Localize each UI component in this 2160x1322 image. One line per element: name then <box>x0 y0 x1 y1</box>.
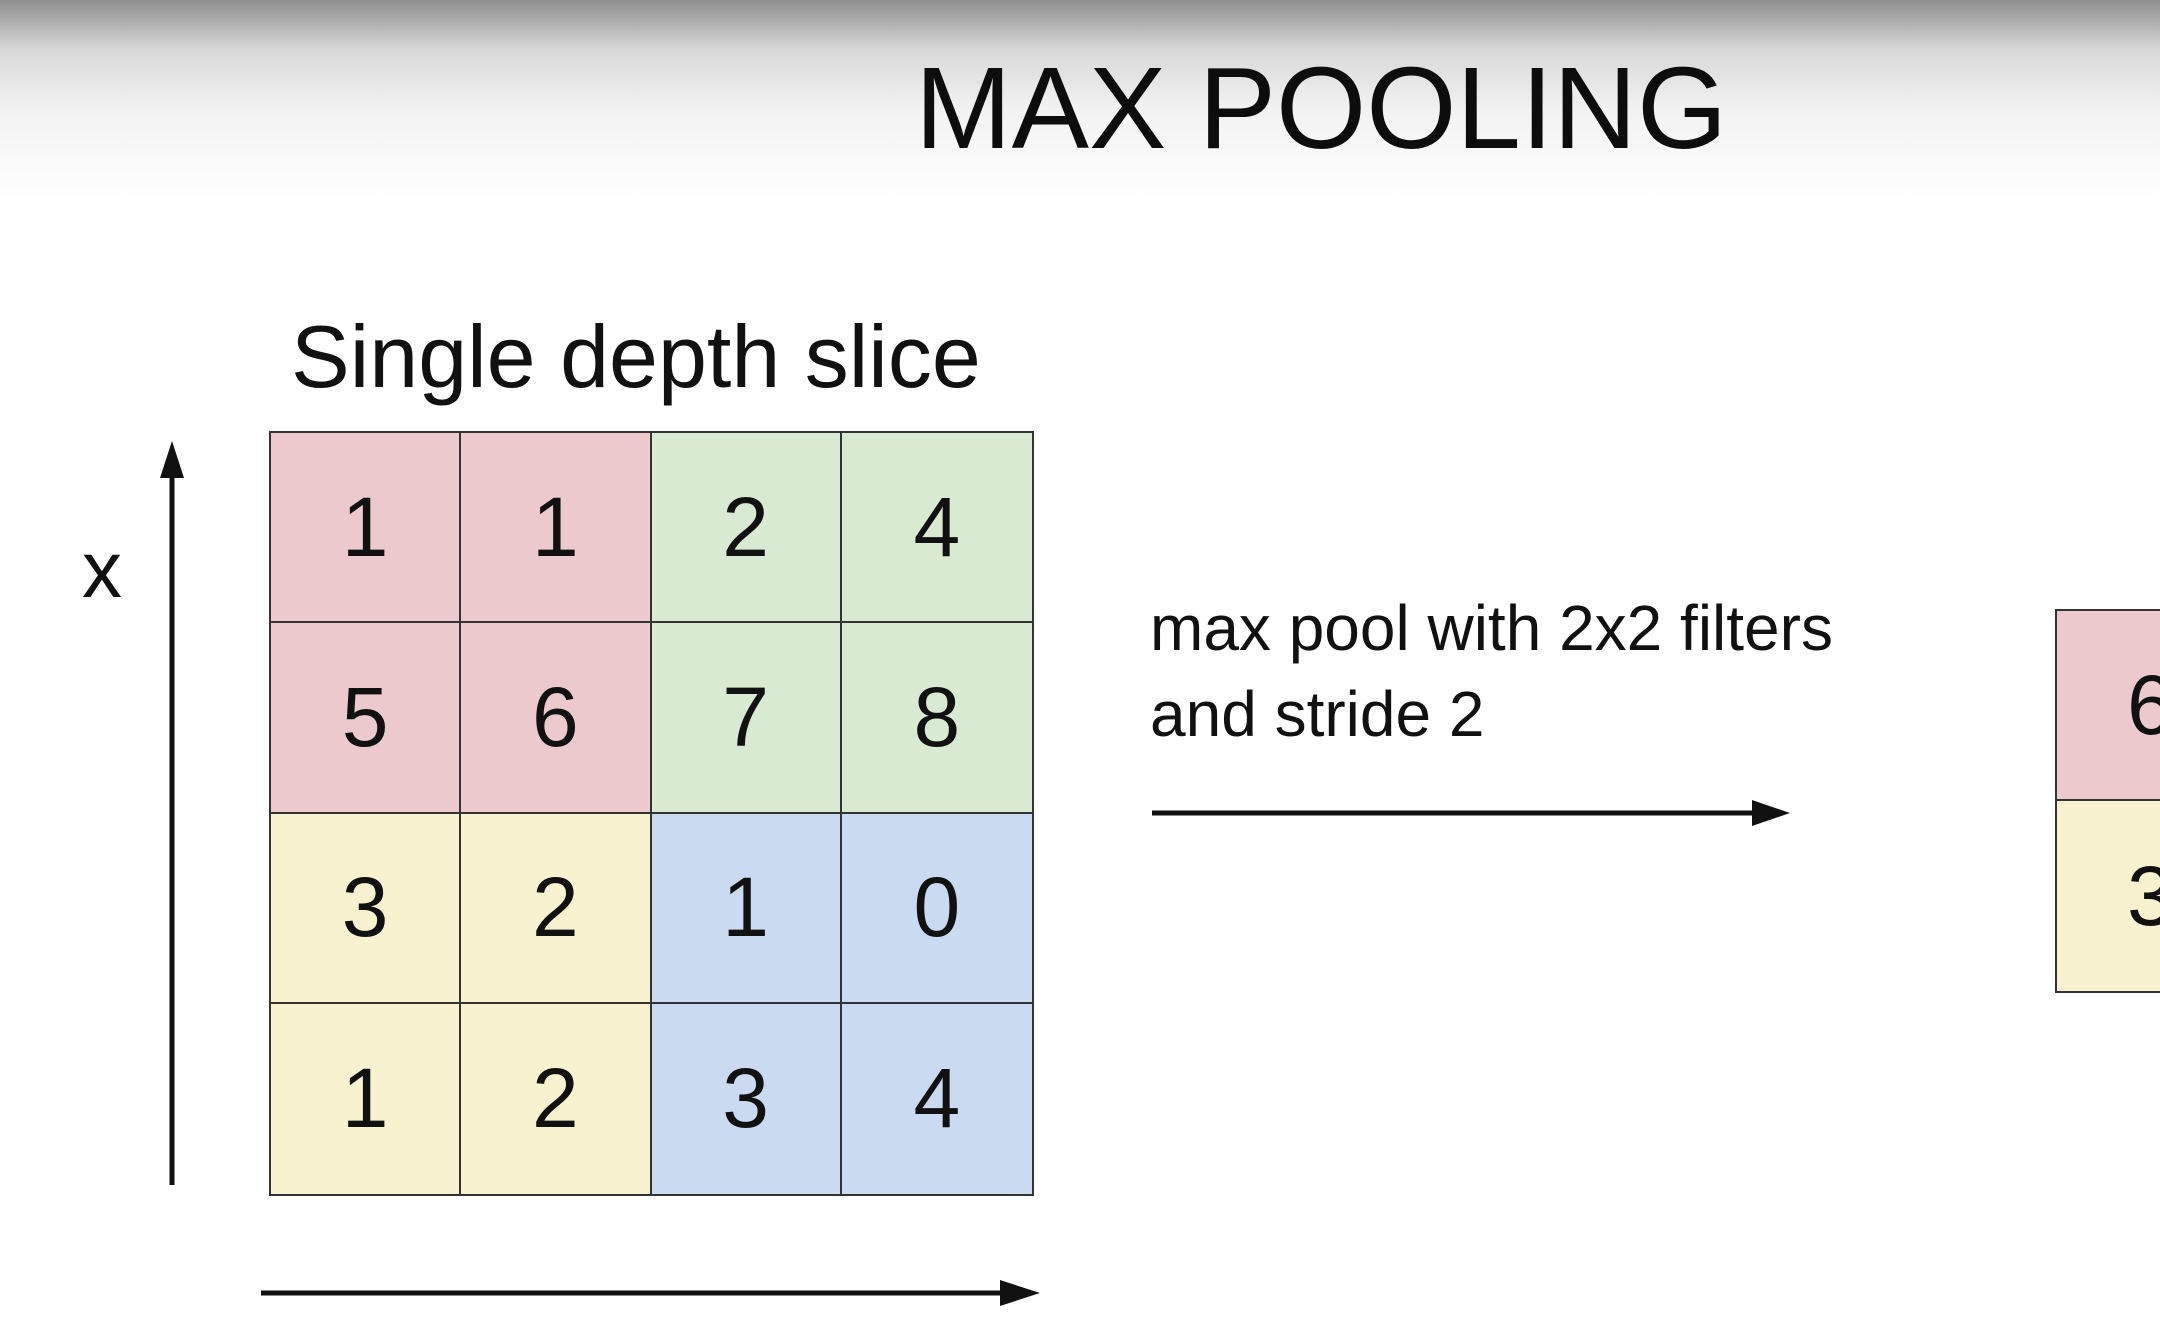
horizontal-axis-arrow <box>261 1280 1040 1306</box>
matrix-cell: 7 <box>651 623 842 814</box>
matrix-cell: 3 <box>271 813 462 1004</box>
y-axis-label: x <box>82 525 122 614</box>
matrix-cell: 0 <box>841 813 1032 1004</box>
grid-caption: Single depth slice <box>291 307 981 406</box>
pooling-arrow <box>1152 800 1790 826</box>
matrix-cell: 4 <box>841 1003 1032 1194</box>
matrix-cell: 1 <box>461 433 652 624</box>
matrix-cell: 1 <box>271 1003 462 1194</box>
matrix-cell: 6 <box>461 623 652 814</box>
operation-label-line-1: max pool with 2x2 filters <box>1150 592 1833 664</box>
matrix-cell: 2 <box>651 433 842 624</box>
operation-label-line-2: and stride 2 <box>1150 678 1485 750</box>
vertical-axis-arrow <box>160 441 184 1185</box>
matrix-cell: 8 <box>841 623 1032 814</box>
header-background <box>0 0 2160 200</box>
slide-title: MAX POOLING <box>915 43 1728 173</box>
operation-label: max pool with 2x2 filters and stride 2 <box>1150 585 1833 757</box>
matrix-cell: 5 <box>271 623 462 814</box>
output-cell: 3 <box>2057 801 2160 991</box>
matrix-cell: 1 <box>651 813 842 1004</box>
output-cell: 6 <box>2057 611 2160 801</box>
matrix-cell: 2 <box>461 1003 652 1194</box>
matrix-cell: 4 <box>841 433 1032 624</box>
matrix-cell: 2 <box>461 813 652 1004</box>
matrix-cell: 3 <box>651 1003 842 1194</box>
matrix-cell: 1 <box>271 433 462 624</box>
